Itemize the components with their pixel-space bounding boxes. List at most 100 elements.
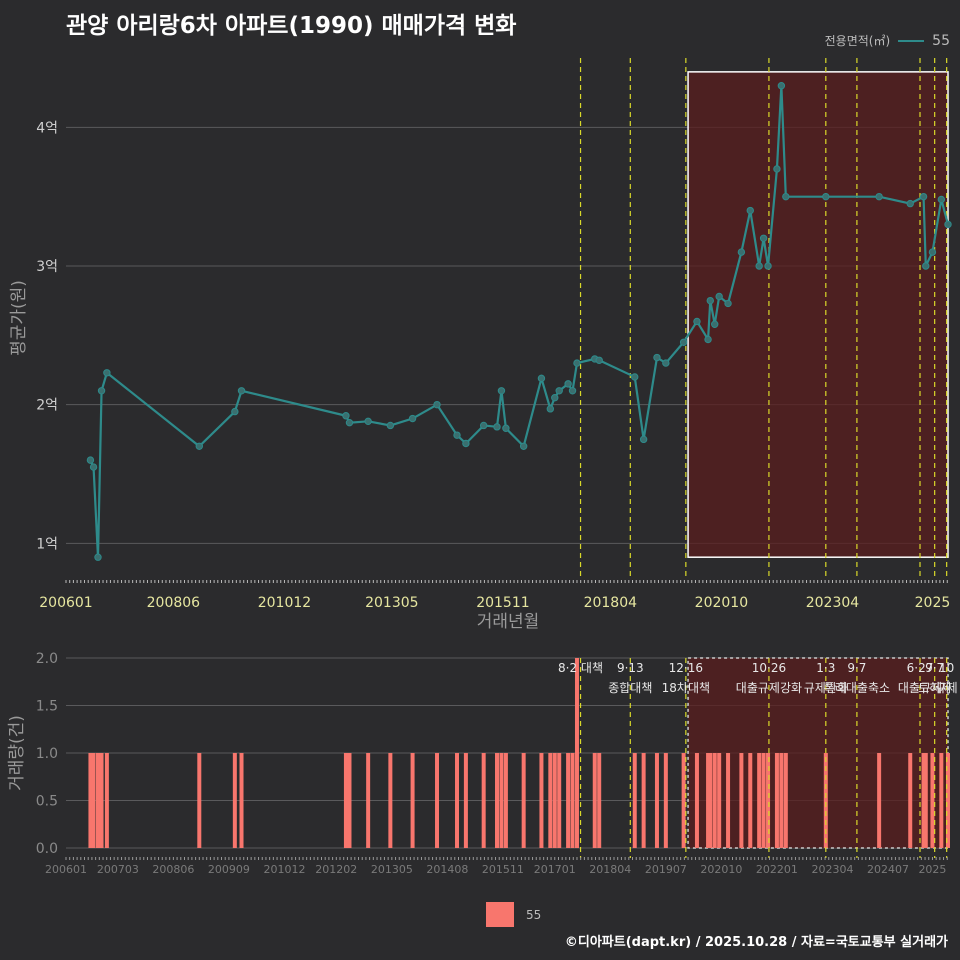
data-point: [231, 407, 239, 416]
y-tick-label-bottom: 0.5: [36, 794, 58, 810]
y-axis-title-bottom: 거래량(건): [7, 715, 27, 791]
data-point: [546, 405, 555, 413]
volume-bar: [946, 753, 950, 848]
data-point: [462, 439, 470, 448]
chart-title: 관양 아리랑6차 아파트(1990) 매매가격 변화: [66, 13, 517, 39]
volume-bar: [410, 753, 415, 848]
data-point: [573, 359, 581, 367]
x-tick-label-bottom: 201511: [482, 863, 524, 876]
x-tick-label-top: 200601: [39, 595, 92, 611]
x-tick-label-top: 201305: [365, 595, 418, 611]
volume-bar: [347, 753, 352, 848]
volume-bar: [783, 753, 788, 848]
volume-bar: [570, 753, 575, 848]
data-point: [433, 400, 441, 409]
volume-bar: [99, 753, 104, 848]
data-point: [759, 234, 768, 242]
data-point: [919, 192, 928, 201]
x-tick-label-top: 202010: [695, 595, 748, 611]
data-point: [453, 431, 461, 439]
x-tick-label-top: 201804: [584, 595, 638, 611]
volume-bar: [95, 753, 100, 848]
policy-name-label: 규제완화: [804, 681, 848, 695]
volume-bar: [343, 753, 348, 848]
data-point: [555, 387, 563, 395]
y-tick-label-top: 4억: [36, 120, 58, 136]
y-tick-label-top: 2억: [36, 398, 58, 414]
x-tick-label-bottom: 2025: [918, 863, 946, 876]
policy-name-label: 규제: [936, 681, 958, 695]
volume-bar: [663, 753, 668, 848]
data-point: [639, 435, 648, 444]
volume-bar: [597, 753, 602, 848]
data-point: [937, 195, 946, 204]
volume-bar: [435, 753, 440, 848]
data-point: [679, 338, 688, 346]
x-tick-label-bottom: 201012: [263, 863, 305, 876]
x-tick-label-bottom: 201408: [426, 863, 468, 876]
data-point: [595, 356, 603, 364]
data-point: [479, 421, 488, 430]
data-point: [777, 82, 786, 90]
volume-bar: [877, 753, 882, 848]
data-point: [564, 380, 572, 388]
policy-name-label: 대출규제강화: [736, 681, 802, 695]
volume-bar: [481, 753, 486, 848]
volume-bar: [463, 753, 468, 848]
x-tick-label-bottom: 200909: [208, 863, 250, 876]
volume-bar: [706, 753, 711, 848]
volume-bar: [761, 753, 766, 848]
data-point: [94, 553, 102, 561]
data-point: [782, 192, 790, 201]
volume-bar: [632, 753, 637, 848]
data-point: [653, 353, 661, 362]
data-point: [519, 442, 528, 450]
volume-bar: [930, 753, 935, 848]
data-point: [724, 299, 732, 308]
volume-bar: [654, 753, 659, 848]
y-tick-label-top: 1억: [36, 536, 58, 552]
volume-bar: [366, 753, 371, 848]
policy-date-label: 9·7: [847, 661, 866, 675]
policy-name-label: 토허제: [918, 681, 951, 695]
policy-name-label: 18차대책: [662, 680, 710, 695]
data-point: [706, 296, 714, 305]
x-tick-label-top: 201511: [476, 595, 529, 611]
data-point: [497, 387, 506, 395]
y-tick-label-bottom: 0.0: [36, 841, 58, 857]
legend-bar-swatch: [486, 902, 514, 927]
x-tick-label-bottom: 202304: [811, 863, 853, 876]
x-tick-label-bottom: 201907: [645, 863, 687, 876]
volume-bar: [923, 753, 928, 848]
legend-title: 전용면적(㎡): [824, 34, 891, 48]
data-point: [704, 335, 712, 344]
data-point: [97, 387, 106, 395]
volume-bar: [503, 753, 508, 848]
data-point: [944, 220, 952, 229]
policy-name-label: 종합대책: [608, 680, 652, 695]
data-point: [502, 424, 510, 432]
highlight-region-bottom: [687, 657, 949, 849]
volume-bar: [757, 753, 762, 848]
data-point: [86, 456, 95, 464]
volume-bar: [104, 753, 109, 848]
policy-date-label: 1·3: [816, 661, 835, 675]
policy-date-label: 8·2 대책: [558, 660, 603, 675]
volume-bar: [921, 753, 926, 848]
x-tick-label-bottom: 200601: [45, 863, 87, 876]
legend-top: 전용면적(㎡) 55: [825, 32, 950, 49]
volume-bar: [499, 753, 504, 848]
legend-series-label: 55: [932, 32, 950, 49]
legend-bar-label: 55: [526, 907, 542, 922]
volume-bar: [908, 753, 913, 848]
policy-name-label: 특례대출축소: [824, 681, 890, 695]
x-tick-label-bottom: 201202: [315, 863, 357, 876]
policy-date-label: 10: [939, 661, 954, 675]
y-tick-label-bottom: 2.0: [36, 651, 58, 667]
volume-bar: [766, 753, 771, 848]
volume-bar: [712, 753, 717, 848]
data-point: [408, 414, 417, 423]
data-point: [568, 387, 577, 395]
volume-bar: [388, 753, 393, 848]
